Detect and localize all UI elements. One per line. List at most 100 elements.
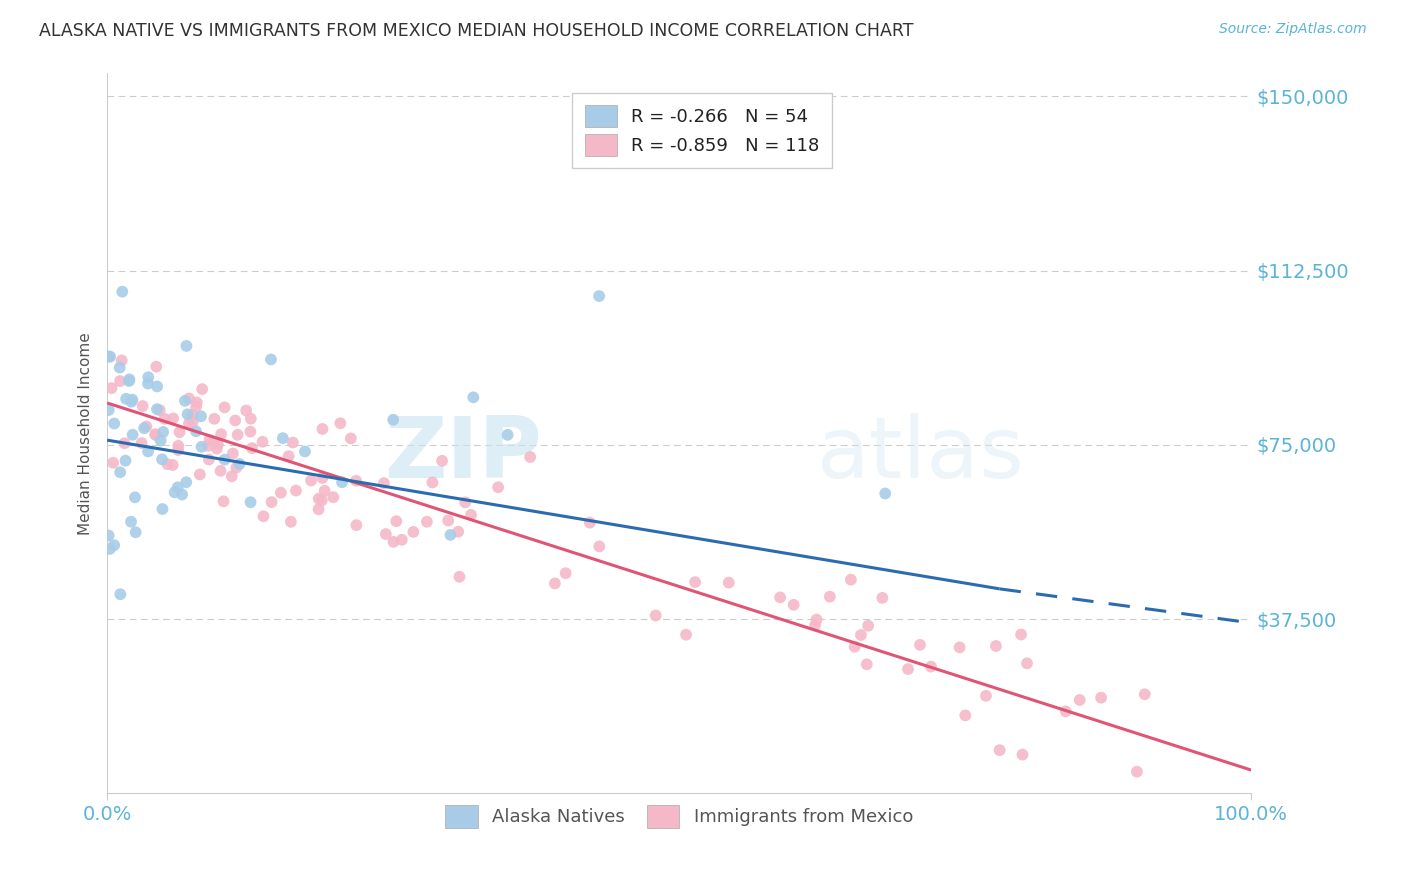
Point xyxy=(186,395,208,409)
Point xyxy=(124,525,146,540)
Point xyxy=(153,412,176,426)
Point xyxy=(114,436,136,450)
Point xyxy=(169,425,191,439)
Point xyxy=(1069,693,1091,707)
Point xyxy=(167,439,190,453)
Point xyxy=(177,417,200,431)
Point xyxy=(252,509,274,524)
Point xyxy=(202,412,225,426)
Point xyxy=(294,444,316,458)
Point xyxy=(108,465,131,479)
Point xyxy=(308,502,330,516)
Point xyxy=(402,524,425,539)
Point xyxy=(239,411,262,425)
Point xyxy=(114,453,136,467)
Point xyxy=(897,662,920,676)
Point xyxy=(1090,690,1112,705)
Point xyxy=(875,486,897,500)
Point xyxy=(149,434,172,448)
Point xyxy=(209,427,232,442)
Point xyxy=(108,374,131,388)
Point xyxy=(948,640,970,655)
Point xyxy=(344,474,367,488)
Point xyxy=(145,428,167,442)
Point xyxy=(908,638,931,652)
Point xyxy=(163,485,186,500)
Point xyxy=(181,415,204,429)
Point xyxy=(872,591,894,605)
Point xyxy=(260,352,283,367)
Point xyxy=(496,428,519,442)
Point xyxy=(143,427,166,442)
Point xyxy=(222,446,245,460)
Point xyxy=(449,570,471,584)
Point xyxy=(136,370,159,384)
Point xyxy=(207,437,229,451)
Point xyxy=(984,639,1007,653)
Point xyxy=(228,457,250,471)
Point xyxy=(1126,764,1149,779)
Point xyxy=(136,376,159,391)
Point xyxy=(460,508,482,522)
Point xyxy=(100,381,122,395)
Point xyxy=(205,442,228,456)
Point xyxy=(1011,747,1033,762)
Point xyxy=(588,289,610,303)
Point xyxy=(340,432,363,446)
Point xyxy=(121,392,143,407)
Text: ZIP: ZIP xyxy=(384,413,541,496)
Point xyxy=(162,458,184,472)
Point xyxy=(197,439,219,453)
Point xyxy=(120,515,142,529)
Point xyxy=(145,359,167,374)
Point xyxy=(644,608,666,623)
Point xyxy=(115,392,138,406)
Point xyxy=(101,456,124,470)
Point xyxy=(191,382,214,396)
Point xyxy=(150,452,173,467)
Point xyxy=(174,475,197,490)
Point xyxy=(1054,704,1077,718)
Point xyxy=(311,422,333,436)
Point xyxy=(806,613,828,627)
Point xyxy=(422,475,444,490)
Point xyxy=(382,413,405,427)
Point xyxy=(188,467,211,482)
Point xyxy=(675,628,697,642)
Point xyxy=(271,431,294,445)
Point xyxy=(221,469,243,483)
Point xyxy=(855,657,877,672)
Point xyxy=(486,480,509,494)
Point xyxy=(1133,687,1156,701)
Point xyxy=(330,475,353,490)
Point xyxy=(240,441,263,455)
Point xyxy=(782,598,804,612)
Point xyxy=(454,495,477,509)
Point xyxy=(134,421,156,435)
Point xyxy=(849,628,872,642)
Point xyxy=(124,491,146,505)
Point xyxy=(118,372,141,386)
Point xyxy=(174,393,197,408)
Point xyxy=(190,409,212,424)
Point xyxy=(554,566,576,581)
Point xyxy=(314,483,336,498)
Point xyxy=(1010,627,1032,641)
Point xyxy=(209,464,232,478)
Point xyxy=(167,443,190,458)
Point xyxy=(1015,657,1038,671)
Point xyxy=(430,454,453,468)
Point xyxy=(544,576,567,591)
Point xyxy=(382,534,405,549)
Point xyxy=(373,476,395,491)
Point xyxy=(118,374,141,388)
Point xyxy=(839,573,862,587)
Point xyxy=(97,403,120,417)
Text: ALASKA NATIVE VS IMMIGRANTS FROM MEXICO MEDIAN HOUSEHOLD INCOME CORRELATION CHAR: ALASKA NATIVE VS IMMIGRANTS FROM MEXICO … xyxy=(39,22,914,40)
Point xyxy=(108,360,131,375)
Point xyxy=(385,514,408,528)
Point xyxy=(166,480,188,494)
Point xyxy=(391,533,413,547)
Point xyxy=(98,350,121,364)
Text: Source: ZipAtlas.com: Source: ZipAtlas.com xyxy=(1219,22,1367,37)
